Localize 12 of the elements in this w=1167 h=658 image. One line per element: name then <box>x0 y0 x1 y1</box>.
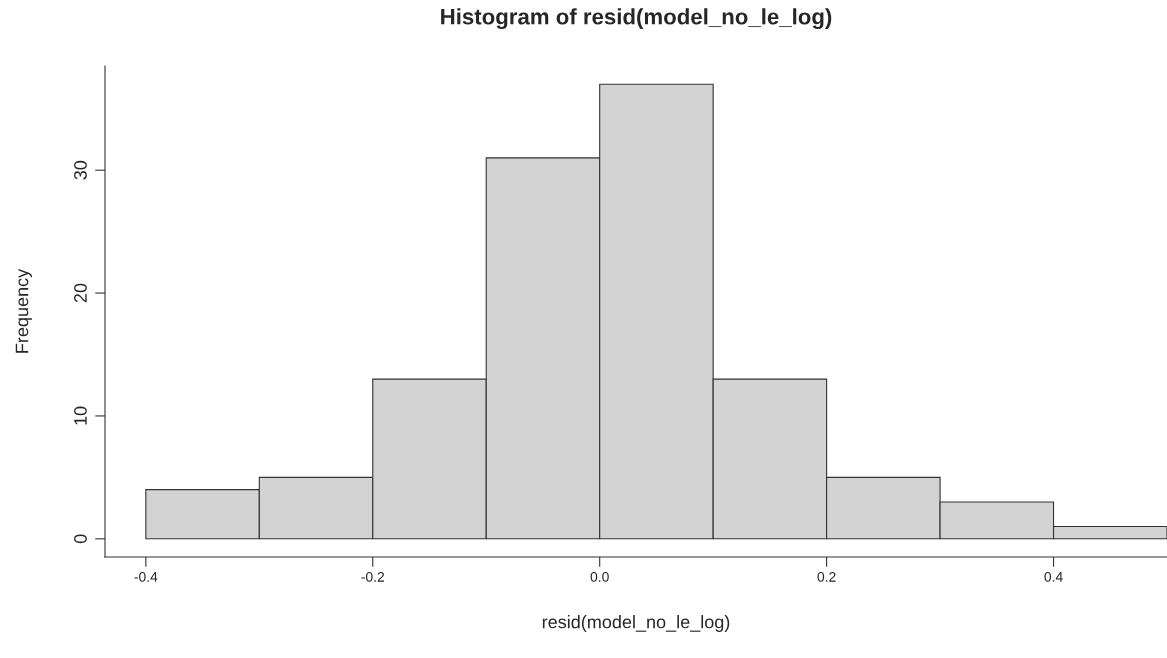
x-tick-label: -0.4 <box>134 571 158 582</box>
y-tick-label: 20 <box>74 283 87 303</box>
x-tick-label: 0.2 <box>817 571 836 582</box>
y-tick-label: 30 <box>74 160 87 180</box>
x-tick-label: -0.2 <box>361 571 385 582</box>
x-axis-title: resid(model_no_le_log) <box>542 615 730 632</box>
y-tick-label: 0 <box>74 534 87 544</box>
y-axis-title: Frequency <box>15 268 32 353</box>
chart-title: Histogram of resid(model_no_le_log) <box>441 8 832 30</box>
x-tick-label: 0.0 <box>590 571 609 582</box>
x-tick-label: 0.4 <box>1044 571 1063 582</box>
y-tick-label: 10 <box>74 406 87 425</box>
